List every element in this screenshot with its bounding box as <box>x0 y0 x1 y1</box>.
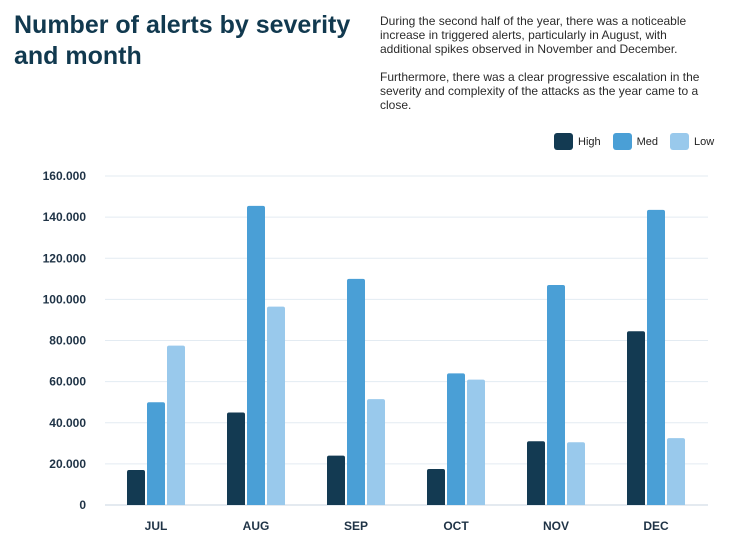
x-tick-label-aug: AUG <box>243 519 270 533</box>
bar-med-aug <box>247 205 265 506</box>
legend-label-med: Med <box>636 135 659 148</box>
legend-item-low: Low <box>670 133 714 150</box>
y-tick-label: 120.000 <box>43 251 87 265</box>
bar-high-nov <box>527 441 545 505</box>
bar-low-dec <box>667 438 685 505</box>
description-paragraph-2: Furthermore, there was a clear progressi… <box>380 70 700 112</box>
y-tick-label: 0 <box>79 498 86 512</box>
bar-high-jul <box>127 470 145 505</box>
bar-med-sep <box>347 278 365 505</box>
bar-med-dec <box>647 209 665 505</box>
y-tick-label: 40.000 <box>49 416 86 430</box>
bar-high-oct <box>427 469 445 505</box>
y-tick-label: 140.000 <box>43 210 87 224</box>
x-tick-label-nov: NOV <box>543 519 569 533</box>
legend-label-low: Low <box>694 135 715 148</box>
bar-low-nov <box>567 442 585 505</box>
legend-item-high: High <box>554 133 601 150</box>
bar-med-jul <box>147 402 165 505</box>
y-tick-label: 160.000 <box>43 169 87 183</box>
legend-label-high: High <box>578 135 601 148</box>
bar-low-aug <box>267 306 285 505</box>
y-tick-label: 60.000 <box>49 375 86 389</box>
bar-high-sep <box>327 455 345 505</box>
x-tick-label-oct: OCT <box>443 519 469 533</box>
bar-low-sep <box>367 399 385 505</box>
x-tick-label-dec: DEC <box>643 519 669 533</box>
x-tick-label-jul: JUL <box>145 519 168 533</box>
y-tick-label: 100.000 <box>43 292 87 306</box>
bar-med-nov <box>547 284 565 505</box>
chart-title: Number of alerts by severity and month <box>14 11 351 70</box>
description-paragraph-1: During the second half of the year, ther… <box>380 14 687 56</box>
legend-swatch-high <box>554 133 573 150</box>
y-tick-label: 80.000 <box>49 334 86 348</box>
bar-med-oct <box>447 373 465 505</box>
chart-description: During the second half of the year, ther… <box>380 14 720 126</box>
bar-high-dec <box>627 331 645 505</box>
legend-item-med: Med <box>612 133 659 150</box>
bar-low-oct <box>467 379 485 505</box>
bar-low-jul <box>167 345 185 505</box>
y-tick-label: 20.000 <box>49 457 86 471</box>
chart-legend: High Med Low <box>554 133 726 150</box>
bar-high-aug <box>227 412 245 505</box>
x-tick-label-sep: SEP <box>344 519 368 533</box>
legend-swatch-med <box>612 133 632 150</box>
legend-swatch-low <box>670 133 690 150</box>
